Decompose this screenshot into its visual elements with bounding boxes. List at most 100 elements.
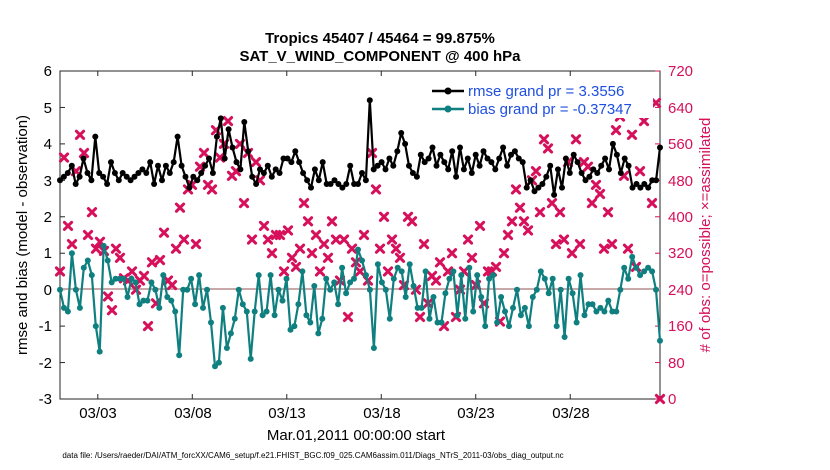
- rmse-point: [398, 130, 405, 136]
- bias-point: [410, 283, 417, 289]
- obs-marker: [570, 134, 582, 145]
- rmse-point: [292, 148, 299, 155]
- chart-title: Tropics 45407 / 45464 = 99.875%: [265, 30, 495, 47]
- obs-marker: [78, 147, 90, 159]
- rmse-point: [143, 170, 150, 176]
- legend-bias-label: bias grand pr = -0.37347: [468, 101, 632, 118]
- rmse-series: [57, 97, 663, 198]
- bias-point: [521, 304, 528, 311]
- y-axis-label-right: # of obs: o=possible; ×=assimilated: [697, 118, 714, 353]
- bias-point: [144, 297, 151, 304]
- rmse-point: [594, 170, 601, 176]
- bias-point: [545, 290, 552, 297]
- rmse-point: [488, 159, 495, 166]
- y-tick-labels-left: -3 -2 -1 0 1 2 3 4 5 6: [39, 63, 52, 408]
- bias-point: [581, 312, 588, 319]
- rmse-point: [566, 170, 573, 176]
- bias-point: [100, 242, 107, 249]
- rmse-point: [574, 159, 581, 166]
- rmse-point: [166, 170, 173, 176]
- bias-point: [569, 290, 576, 297]
- bias-point: [486, 275, 493, 282]
- rmse-point: [60, 173, 67, 180]
- obs-marker: [290, 261, 302, 272]
- rmse-point: [68, 162, 75, 169]
- y-right-tick-label: 400: [668, 209, 693, 226]
- rmse-point: [198, 170, 205, 176]
- bias-point: [347, 279, 354, 286]
- obs-marker: [66, 239, 78, 250]
- bias-point: [72, 286, 79, 293]
- bias-point: [251, 308, 258, 315]
- y-tick-label: 4: [44, 136, 52, 153]
- rmse-point: [296, 159, 303, 166]
- rmse-point: [504, 162, 511, 169]
- rmse-point: [194, 177, 201, 184]
- rmse-point: [559, 184, 565, 191]
- obs-marker: [626, 129, 638, 140]
- bias-point: [506, 323, 512, 330]
- bias-series: [57, 242, 663, 370]
- obs-marker: [522, 225, 534, 236]
- obs-marker: [138, 270, 150, 282]
- bias-point: [231, 315, 238, 322]
- y-tick-label: -2: [39, 355, 52, 372]
- y-right-tick-label: 640: [668, 100, 693, 117]
- rmse-point: [335, 181, 342, 187]
- bias-point: [128, 275, 135, 282]
- bias-point: [267, 272, 274, 279]
- bias-point: [418, 304, 425, 311]
- bias-point: [641, 268, 648, 275]
- legend: rmse grand pr = 3.3556 bias grand pr = -…: [428, 80, 653, 118]
- obs-marker: [370, 184, 382, 195]
- bias-point: [390, 275, 397, 282]
- bias-point: [343, 290, 350, 297]
- bias-point: [88, 272, 95, 279]
- obs-marker: [314, 266, 326, 277]
- rmse-point: [570, 151, 577, 158]
- bias-point: [327, 286, 334, 293]
- bias-point: [498, 294, 505, 300]
- chart-subtitle: SAT_V_WIND_COMPONENT @ 400 hPa: [239, 48, 521, 65]
- obs-marker: [510, 184, 522, 195]
- obs-marker: [178, 234, 190, 245]
- rmse-point: [609, 140, 616, 147]
- obs-marker: [514, 202, 526, 213]
- bias-point: [613, 308, 620, 315]
- rmse-point: [468, 170, 475, 176]
- bias-point: [394, 264, 401, 271]
- bias-point: [621, 264, 628, 271]
- rmse-point: [257, 166, 263, 173]
- rmse-point: [653, 177, 660, 184]
- obs-marker: [394, 252, 406, 263]
- obs-marker: [430, 275, 442, 286]
- bias-point: [633, 264, 640, 271]
- obs-marker: [434, 257, 446, 268]
- rmse-point: [598, 162, 605, 169]
- legend-bias-marker: [444, 105, 452, 113]
- obs-marker: [54, 266, 66, 277]
- obs-marker: [638, 116, 650, 127]
- rmse-point: [206, 155, 212, 162]
- bias-point: [255, 272, 262, 279]
- rmse-point: [276, 170, 283, 176]
- bias-point: [291, 323, 298, 330]
- bias-point: [271, 312, 278, 319]
- bias-point: [402, 294, 409, 300]
- obs-marker: [518, 216, 530, 227]
- obs-marker: [306, 248, 318, 259]
- rmse-point: [76, 173, 83, 180]
- bias-point: [525, 323, 532, 330]
- bias-point: [172, 308, 179, 315]
- bias-point: [136, 301, 143, 308]
- bias-point: [577, 272, 584, 279]
- bias-point: [96, 348, 103, 355]
- bias-point: [148, 279, 155, 286]
- bias-point: [61, 304, 67, 311]
- obs-marker: [606, 239, 618, 250]
- y-right-tick-label: 720: [668, 63, 693, 80]
- obs-marker: [650, 97, 662, 108]
- rmse-point: [213, 133, 220, 140]
- rmse-point: [115, 177, 122, 184]
- bias-point: [164, 294, 171, 300]
